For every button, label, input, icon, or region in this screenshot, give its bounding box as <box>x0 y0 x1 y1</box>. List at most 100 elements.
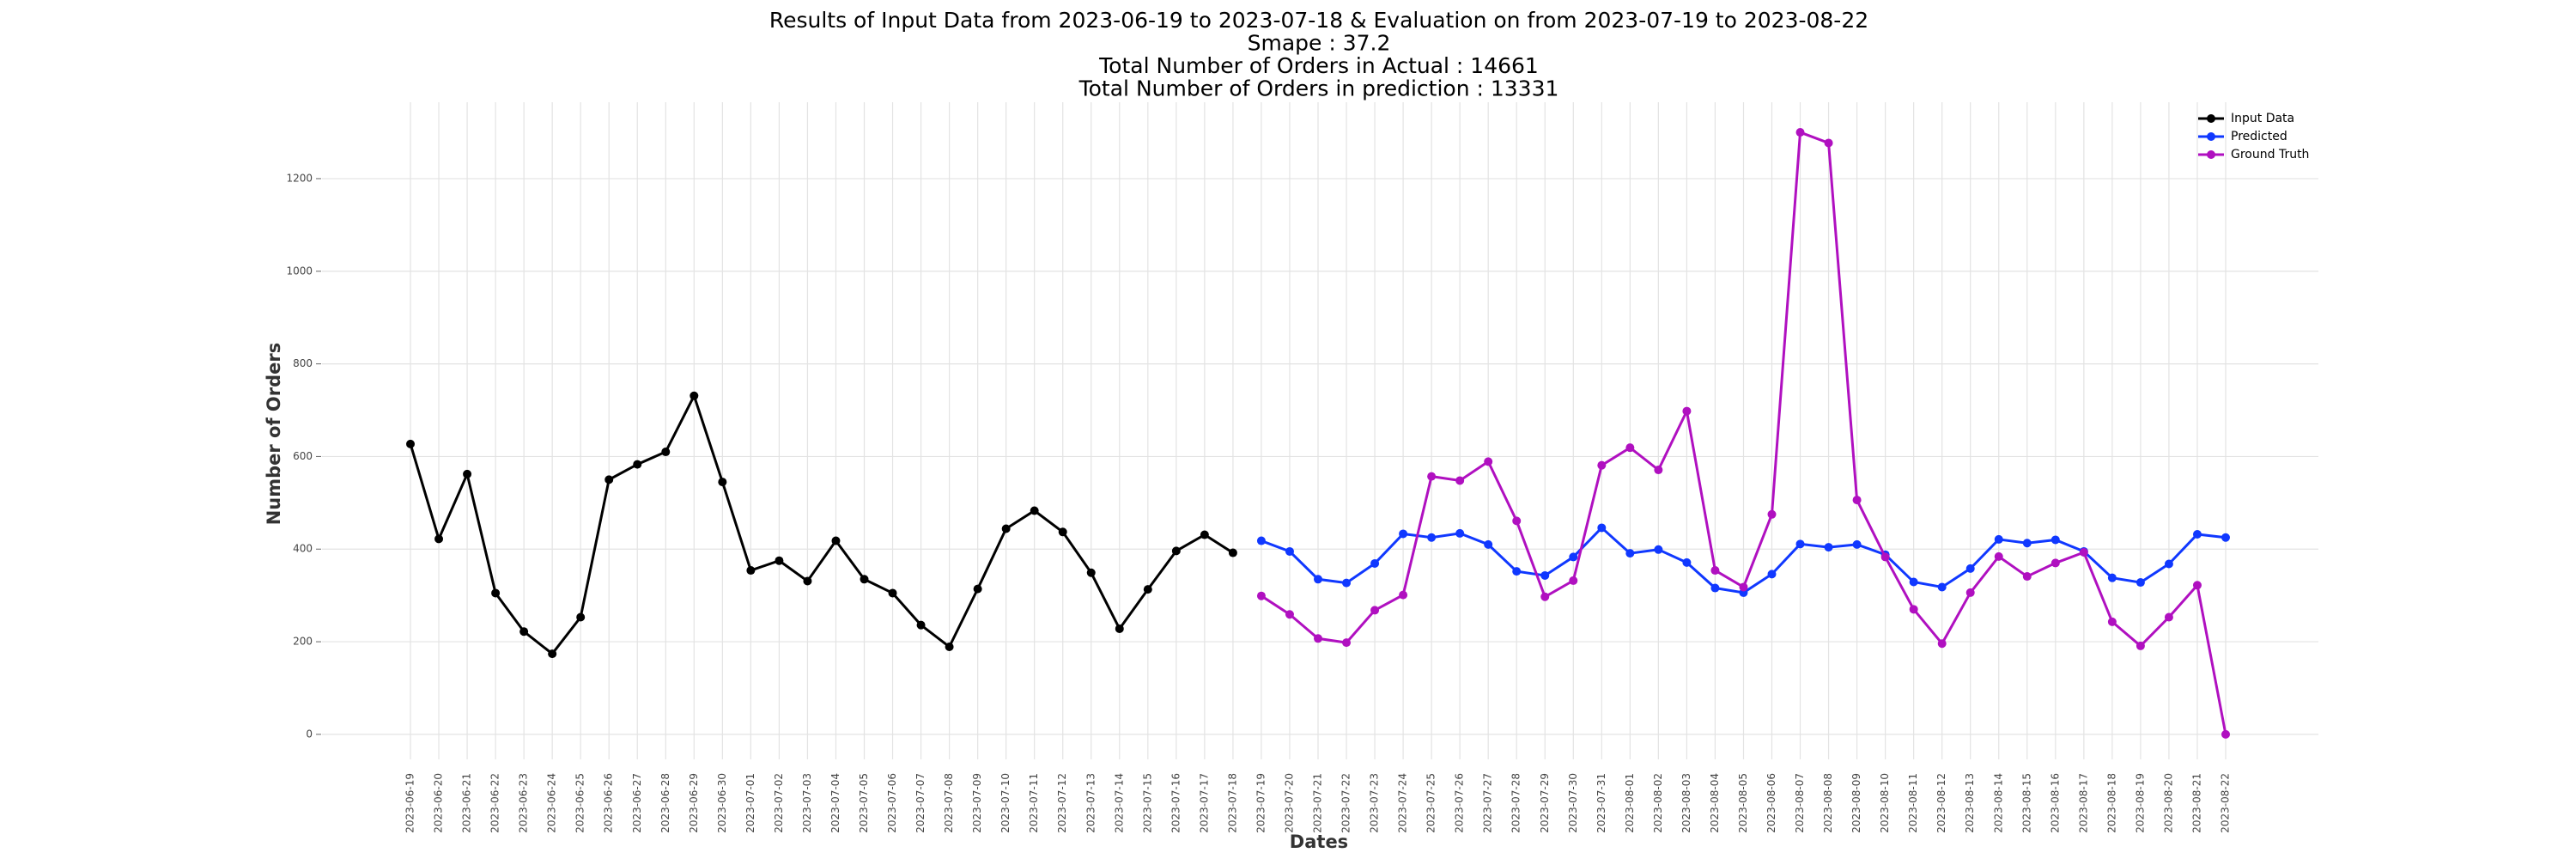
data-point <box>1625 549 1635 558</box>
x-tick-label: 2023-07-14 <box>1113 773 1125 833</box>
x-axis-label: Dates <box>1290 832 1348 852</box>
x-tick-label: 2023-07-31 <box>1595 773 1607 833</box>
chart-title: Total Number of Orders in Actual : 14661 <box>1098 53 1539 78</box>
data-point <box>2022 539 2032 548</box>
x-tick-label: 2023-08-18 <box>2105 773 2117 833</box>
data-point <box>491 588 501 598</box>
data-point <box>973 584 982 594</box>
y-tick-label: 0 <box>306 728 313 740</box>
data-point <box>775 556 784 565</box>
series-line <box>409 392 1234 656</box>
chart-title: Total Number of Orders in prediction : 1… <box>1078 76 1559 101</box>
x-tick-label: 2023-07-11 <box>1028 773 1040 833</box>
data-point <box>1569 552 1578 562</box>
data-point <box>1852 496 1862 505</box>
data-point <box>463 469 472 478</box>
data-point <box>1228 548 1237 557</box>
y-tick-label: 200 <box>293 636 313 648</box>
x-tick-label: 2023-08-10 <box>1879 773 1891 833</box>
legend-marker <box>2207 150 2215 159</box>
x-tick-label: 2023-06-29 <box>688 773 700 833</box>
data-point <box>1143 585 1152 594</box>
data-point <box>1682 557 1692 567</box>
data-point <box>1001 524 1011 533</box>
x-tick-label: 2023-08-15 <box>2020 773 2032 833</box>
data-point <box>1399 590 1408 600</box>
data-point <box>690 391 699 400</box>
data-point <box>1427 472 1437 481</box>
x-tick-label: 2023-07-15 <box>1141 773 1153 833</box>
x-tick-label: 2023-06-27 <box>631 773 643 833</box>
x-tick-label: 2023-07-30 <box>1567 773 1579 833</box>
y-tick-label: 800 <box>293 357 313 369</box>
data-point <box>1285 546 1294 556</box>
data-point <box>1540 570 1550 580</box>
data-point <box>1455 476 1465 485</box>
x-tick-label: 2023-06-28 <box>659 773 671 833</box>
data-point <box>661 448 671 457</box>
data-point <box>2164 612 2173 622</box>
x-tick-label: 2023-08-16 <box>2049 773 2061 833</box>
x-tick-label: 2023-08-01 <box>1624 773 1636 833</box>
data-point <box>1795 539 1805 549</box>
data-point <box>2192 529 2202 539</box>
x-tick-label: 2023-06-25 <box>574 773 586 833</box>
data-point <box>860 575 869 584</box>
x-tick-label: 2023-07-27 <box>1482 773 1494 833</box>
x-tick-label: 2023-06-23 <box>518 773 530 833</box>
x-tick-label: 2023-07-21 <box>1312 773 1324 833</box>
data-point <box>1256 536 1266 545</box>
data-point <box>1682 406 1692 416</box>
data-point <box>803 576 812 586</box>
x-tick-label: 2023-07-25 <box>1425 773 1437 833</box>
data-point <box>1455 528 1465 538</box>
chart-title: Results of Input Data from 2023-06-19 to… <box>769 8 1868 33</box>
data-point <box>1795 128 1805 137</box>
data-point <box>1200 530 1209 539</box>
x-tick-label: 2023-08-07 <box>1794 773 1806 833</box>
x-tick-label: 2023-07-23 <box>1369 773 1381 833</box>
x-tick-label: 2023-08-14 <box>1992 773 2004 833</box>
x-tick-label: 2023-07-29 <box>1539 773 1551 833</box>
x-tick-label: 2023-07-06 <box>886 773 898 833</box>
data-point <box>1427 533 1437 542</box>
x-tick-label: 2023-07-22 <box>1340 773 1352 833</box>
data-point <box>1767 570 1777 579</box>
data-point <box>576 612 586 622</box>
data-point <box>2107 573 2117 582</box>
data-point <box>2050 558 2060 568</box>
data-point <box>1824 543 1833 552</box>
x-tick-label: 2023-07-07 <box>914 773 927 833</box>
x-tick-label: 2023-07-08 <box>943 773 955 833</box>
x-tick-label: 2023-07-17 <box>1198 773 1210 833</box>
data-point <box>1852 539 1862 549</box>
data-point <box>1030 506 1039 515</box>
data-point <box>1314 575 1322 584</box>
x-tick-label: 2023-06-26 <box>603 773 615 833</box>
data-point <box>2221 729 2230 739</box>
x-tick-label: 2023-06-30 <box>716 773 728 833</box>
data-point <box>1654 545 1663 554</box>
data-point <box>2050 535 2060 545</box>
x-tick-label: 2023-08-03 <box>1680 773 1692 833</box>
data-point <box>1540 592 1550 601</box>
x-tick-label: 2023-07-28 <box>1510 773 1522 833</box>
x-tick-label: 2023-08-12 <box>1935 773 1947 833</box>
data-point <box>1342 578 1352 588</box>
data-point <box>1994 551 2003 561</box>
x-tick-label: 2023-06-22 <box>489 773 501 833</box>
x-tick-label: 2023-07-01 <box>744 773 756 833</box>
x-tick-label: 2023-06-24 <box>546 773 558 833</box>
x-tick-label: 2023-08-11 <box>1907 773 1919 833</box>
y-axis-label: Number of Orders <box>264 343 284 526</box>
x-tick-label: 2023-08-06 <box>1765 773 1777 833</box>
x-tick-label: 2023-07-10 <box>999 773 1012 833</box>
x-tick-label: 2023-07-20 <box>1283 773 1295 833</box>
chart-title: Smape : 37.2 <box>1248 31 1391 56</box>
data-point <box>831 536 841 545</box>
data-point <box>1965 588 1975 597</box>
x-tick-label: 2023-06-21 <box>461 773 473 833</box>
data-point <box>548 649 557 659</box>
data-point <box>406 439 415 448</box>
